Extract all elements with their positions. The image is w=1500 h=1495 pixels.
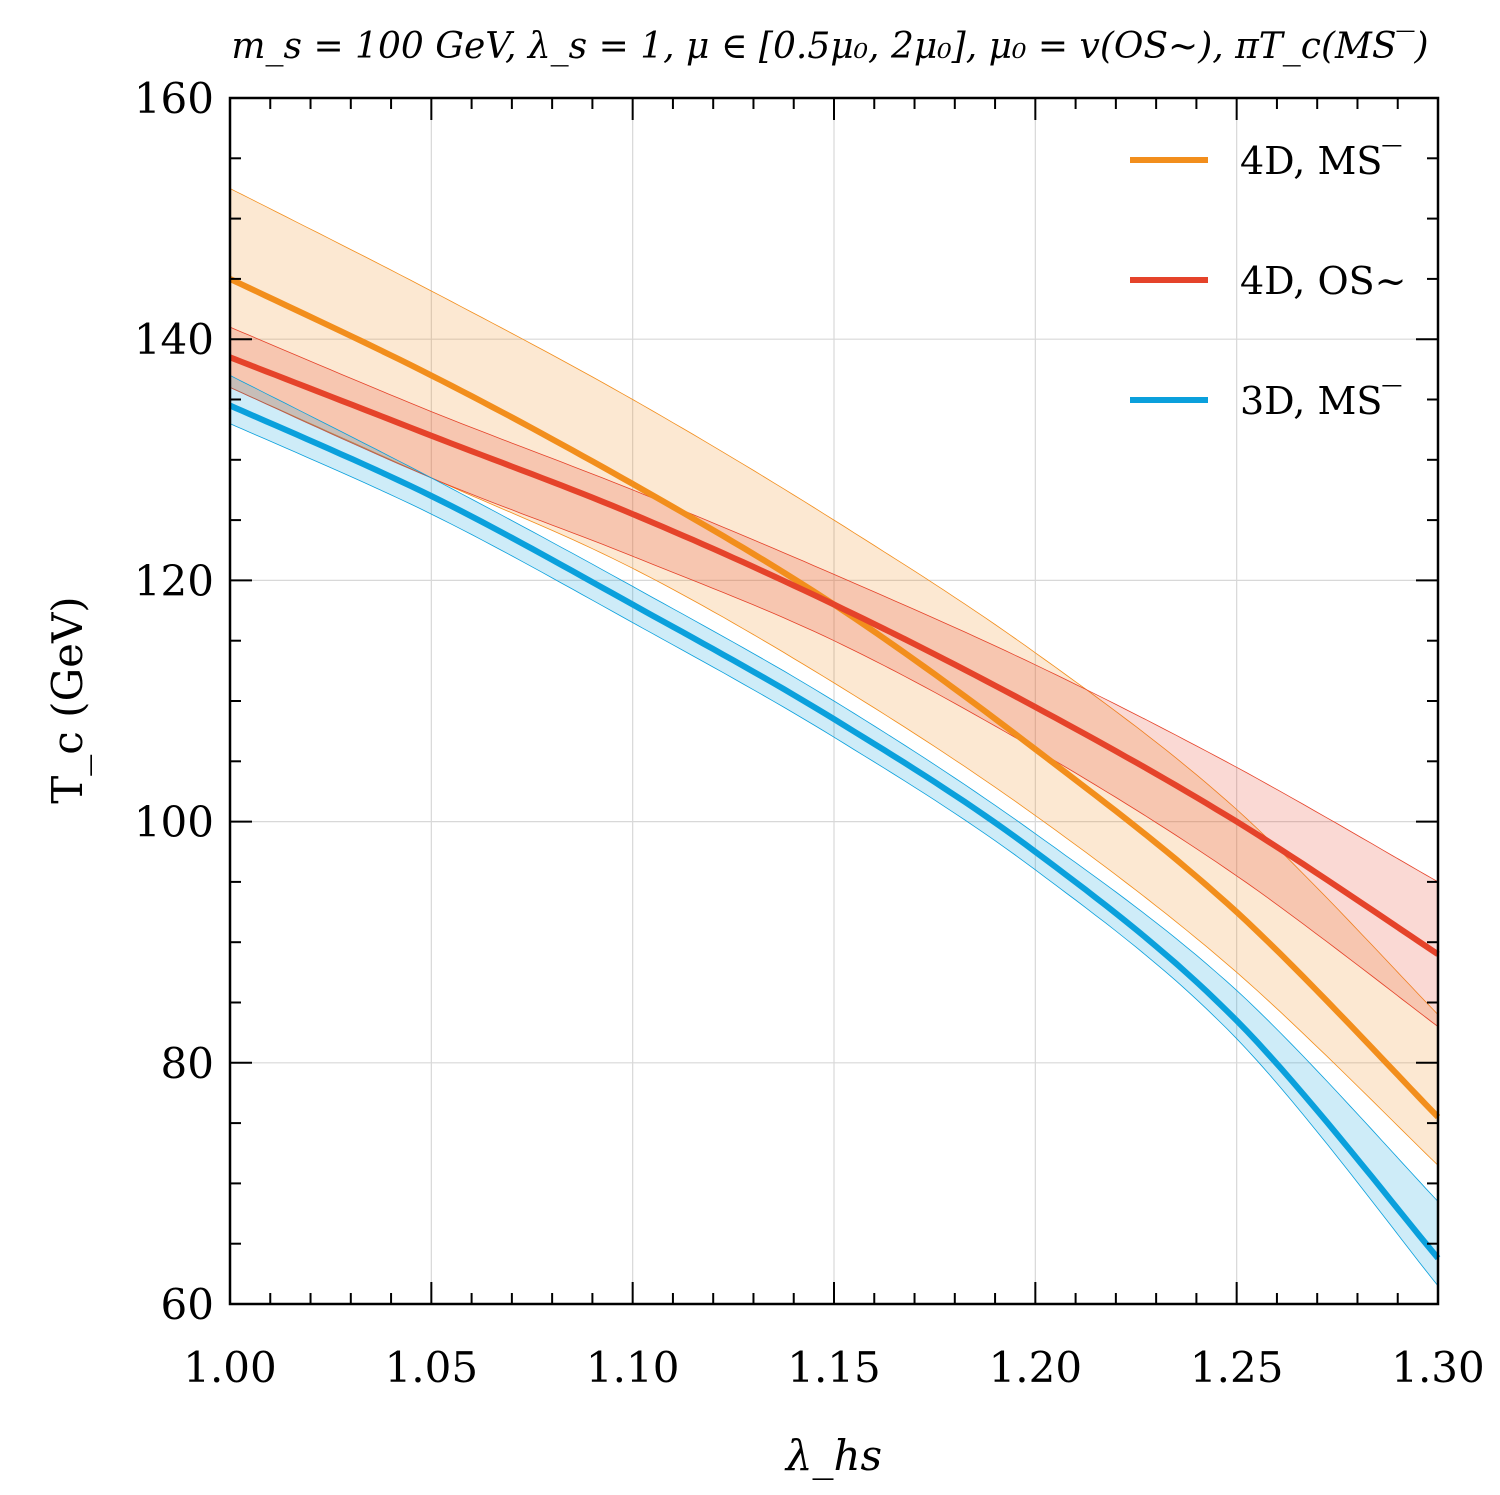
y-tick-label: 140 xyxy=(134,315,214,364)
legend-label: 4D, OS~ xyxy=(1240,259,1406,303)
x-tick-label: 1.30 xyxy=(1391,1343,1485,1392)
y-tick-label: 100 xyxy=(134,798,214,847)
x-tick-label: 1.20 xyxy=(989,1343,1083,1392)
y-axis-label: T_c (GeV) xyxy=(43,596,92,803)
x-tick-label: 1.00 xyxy=(183,1343,277,1392)
x-tick-labels: 1.00 1.05 1.10 1.15 1.20 1.25 1.30 xyxy=(183,1343,1485,1392)
x-tick-label: 1.15 xyxy=(787,1343,881,1392)
y-tick-label: 60 xyxy=(161,1280,214,1329)
chart-title: m_s = 100 GeV, λ_s = 1, μ ∈ [0.5μ₀, 2μ₀]… xyxy=(231,26,1428,67)
series-lines xyxy=(228,276,1441,1261)
x-tick-label: 1.25 xyxy=(1190,1343,1284,1392)
chart-title-text: m_s = 100 GeV, λ_s = 1, μ ∈ [0.5μ₀, 2μ₀]… xyxy=(231,26,1428,67)
legend-label: 4D, MS‾ xyxy=(1240,139,1401,183)
y-tick-label: 120 xyxy=(134,556,214,605)
line-series-3 xyxy=(228,402,1441,1261)
x-axis-label: λ_hs xyxy=(784,1431,882,1480)
legend: 4D, MS‾ 4D, OS~ 3D, MS‾ xyxy=(1130,139,1406,423)
x-tick-label: 1.10 xyxy=(586,1343,680,1392)
axis-ticks xyxy=(229,97,1439,1305)
legend-label: 3D, MS‾ xyxy=(1240,379,1401,423)
y-tick-label: 80 xyxy=(161,1039,214,1088)
line-series-2 xyxy=(228,354,1440,957)
y-tick-label: 160 xyxy=(134,74,214,123)
y-tick-labels: 60 80 100 120 140 160 xyxy=(134,74,214,1329)
x-tick-label: 1.05 xyxy=(385,1343,479,1392)
